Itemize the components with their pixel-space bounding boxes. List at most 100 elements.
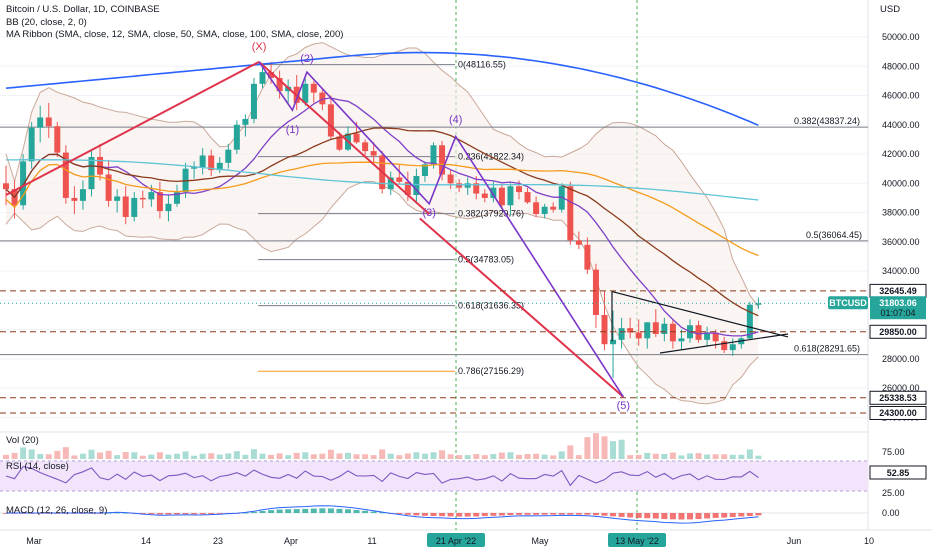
macd-hist-43 [370,511,377,513]
macd-hist-48 [413,513,420,516]
candle-body-15 [131,197,138,217]
candle-body-51 [439,145,446,175]
macd-hist-25 [216,513,223,514]
volume-bar-81 [695,453,702,459]
macd-hist-29 [250,511,257,513]
candle-71 [610,310,617,378]
macd-hist-52 [447,513,454,517]
volume-indicator-label[interactable]: Vol (20) [6,435,39,446]
y-tick-label-8: 40000.00 [882,178,920,188]
candle-body-23 [199,155,206,168]
time-axis[interactable]: Mar 14 23 Apr 11 21 Apr '22 May 13 May '22 Jun 10 [26,533,874,547]
macd-hist-53 [456,513,463,517]
volume-bar-9 [79,453,86,459]
y-tick-label-13: 50000.00 [882,32,920,42]
candle-body-52 [447,174,454,184]
triangle-upper-line [611,290,789,338]
candle-body-13 [114,196,121,201]
macd-hist-66 [567,513,574,515]
x-tick-label-4: 11 [367,536,376,546]
macd-hist-12 [105,512,112,514]
candle-body-71 [610,339,617,345]
macd-hist-16 [139,513,146,514]
candle-66 [567,181,574,245]
candle-63 [541,203,548,219]
y-tick-label-2: 28000.00 [882,354,920,364]
candle-49 [421,161,428,182]
macd-hist-79 [678,513,685,520]
rsi-value-tag-label: 52.85 [887,468,910,478]
lower-pane-tick-1: 25.00 [882,488,905,498]
candle-5 [45,102,52,138]
macd-hist-75 [644,513,651,519]
volume-bar-51 [439,450,446,459]
fib-right-label-0: 0.382(43837.24) [794,116,860,126]
macd-hist-50 [430,513,437,517]
candle-0 [3,165,9,206]
volume-bar-30 [259,453,266,459]
bb-indicator-label[interactable]: BB (20, close, 2, 0) [6,16,87,28]
x-tick-0: Mar [26,536,42,546]
macd-hist-33 [285,509,292,513]
volume-bar-73 [627,455,634,459]
candle-body-77 [661,323,668,334]
volume-bar-74 [635,454,642,459]
x-tick-highlight-5 [427,533,485,547]
macd-indicator-label[interactable]: MACD (12, 26, close, 9) [6,505,108,516]
macd-hist-78 [669,513,676,520]
chart-legend: Bitcoin / U.S. Dollar, 1D, COINBASE BB (… [6,4,343,42]
symbol-tag-label: BTCUSD [829,298,867,308]
candle-body-63 [541,206,548,215]
volume-bar-20 [174,453,180,459]
macd-hist-74 [635,513,642,518]
price-axis[interactable]: 24000.0026000.0028000.0030000.0032000.00… [882,32,920,518]
ma-ribbon-indicator-label[interactable]: MA Ribbon (SMA, close, 12, SMA, close, 5… [6,29,344,40]
fib-label-4: 0.618(31636.35) [458,301,524,311]
macd-hist-55 [473,513,480,517]
macd-hist-87 [746,513,753,516]
volume-bar-66 [567,445,574,459]
volume-bar-37 [319,453,326,459]
candle-42 [362,139,369,157]
x-tick-label-1: 14 [141,536,151,546]
candle-body-81 [695,325,702,340]
macd-hist-44 [379,512,386,514]
macd-hist-19 [165,513,172,515]
lower-pane-tick-2: 0.00 [882,508,900,518]
candle-body-84 [721,341,728,351]
candle-73 [627,317,634,339]
bb-upper-line [5,42,759,308]
candle-87 [746,301,753,340]
macd-hist-47 [404,513,411,515]
candle-body-47 [404,181,411,196]
volume-bar-70 [601,436,608,459]
volume-bar-26 [225,453,232,459]
candle-body-57 [490,187,497,198]
candle-20 [174,184,180,207]
volume-bar-23 [199,453,206,459]
rsi-indicator-label[interactable]: RSI (14, close) [6,461,69,472]
y-tick-label-7: 38000.00 [882,208,920,218]
volume-bar-83 [712,454,719,459]
volume-bar-64 [550,455,557,459]
volume-bar-5 [45,454,52,459]
macd-hist-37 [319,508,326,513]
volume-bar-10 [88,449,95,459]
sma-long-cyan-line [6,159,759,201]
candle-body-74 [635,332,642,339]
volume-bar-67 [575,455,582,459]
macd-hist-31 [268,510,275,513]
x-tick-label-2: 23 [213,536,223,546]
candle-18 [156,181,163,219]
macd-hist-80 [687,513,693,520]
volume-bar-41 [353,454,360,459]
candle-74 [635,319,642,346]
macd-hist-70 [601,513,608,516]
candle-body-43 [370,151,377,156]
candle-body-60 [516,186,522,193]
volume-bar-18 [156,452,163,459]
macd-hist-88 [755,513,762,516]
macd-hist-69 [592,513,599,516]
price-tag-label-3: 25338.53 [879,393,917,403]
